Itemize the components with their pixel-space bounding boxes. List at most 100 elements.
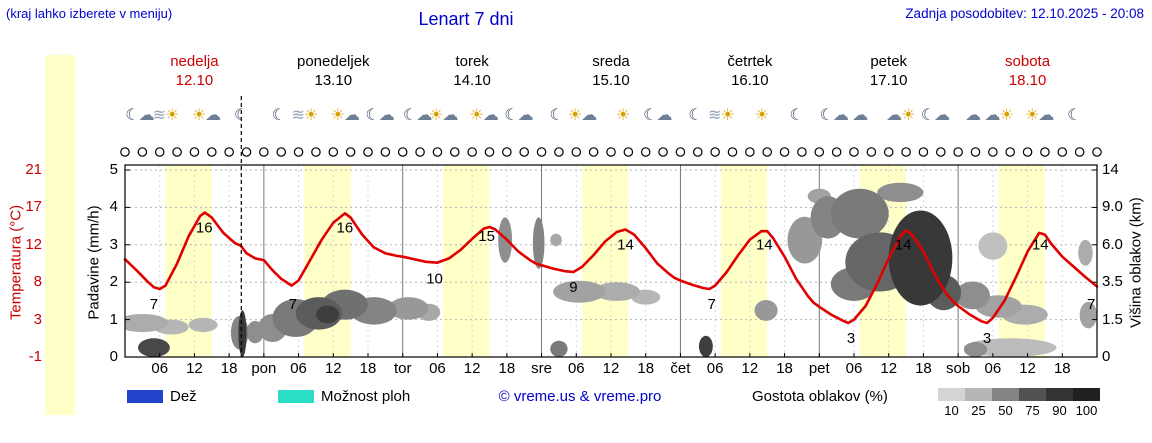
cloud-icon: ☁	[656, 105, 672, 124]
cloud-cover-marker	[328, 147, 339, 157]
cloud-cover-marker	[484, 147, 495, 157]
shower-legend-label: Možnost ploh	[321, 388, 411, 405]
weather-icon: ≋☀	[144, 100, 188, 130]
x-hour-label: 12	[880, 360, 898, 377]
cloud-blob	[238, 310, 247, 357]
cloud-cover-marker	[866, 147, 877, 157]
cloud-icon: ☁	[581, 105, 597, 124]
menu-hint: (kraj lahko izberete v meniju)	[6, 6, 173, 21]
cloud-cover-marker	[1040, 147, 1050, 157]
cloud-cover-marker	[710, 147, 720, 157]
moon-icon: ☾	[819, 105, 834, 124]
rain-legend-label: Dež	[170, 388, 197, 405]
temperature-value-label: 16	[337, 220, 354, 237]
x-hour-label: 18	[637, 360, 655, 377]
temperature-value-label: 14	[895, 237, 912, 254]
day-date: 12.10	[175, 72, 214, 89]
cloud-cover-marker	[970, 147, 981, 157]
day-name: četrtek	[727, 53, 773, 70]
weather-icon: ☾☁	[635, 100, 679, 130]
weather-icon: ☀☁	[560, 100, 604, 130]
weather-icon: ☾☁	[117, 100, 161, 130]
cloud-icon: ☁	[378, 105, 395, 124]
cloud-icon: ☁	[517, 105, 534, 124]
cloud-blob	[754, 299, 778, 321]
cloud-icon: ☁	[442, 105, 458, 124]
weather-icon: ☾☁	[358, 100, 402, 130]
cloud-cover-marker	[1074, 147, 1085, 157]
density-label-100: 100	[1075, 403, 1098, 418]
moon-icon: ☾	[643, 105, 657, 124]
cloud-cover-marker	[745, 147, 755, 157]
x-day-label: sre	[531, 360, 552, 377]
cloud-blob	[532, 217, 545, 269]
x-day-label: pon	[251, 360, 277, 377]
x-hour-label: 18	[220, 360, 238, 377]
moon-icon: ☾	[234, 105, 248, 124]
moon-icon: ☾	[125, 105, 139, 124]
day-name: ponedeljek	[297, 53, 370, 70]
density-label-90: 90	[1052, 403, 1067, 418]
x-hour-label: 12	[1019, 360, 1036, 377]
x-hour-label: 06	[151, 360, 169, 377]
cloud-blob	[888, 210, 953, 306]
day-name: sreda	[592, 53, 630, 70]
density-label-50: 50	[998, 403, 1013, 418]
temperature-tick: 17	[25, 198, 42, 216]
x-hour-label: 12	[324, 360, 342, 377]
sun-icon: ☀	[615, 105, 630, 124]
sun-icon: ☀	[330, 105, 345, 124]
day-date: 17.10	[869, 72, 908, 89]
day-header-sreda: sreda 15.10	[541, 52, 681, 90]
cloud-icon: ☁	[852, 105, 868, 124]
temperature-value-label: 3	[847, 330, 855, 347]
cloud-cover-marker	[658, 147, 668, 157]
x-hour-label: 06	[567, 360, 585, 377]
cloud-cover-marker	[137, 147, 148, 157]
cloud-icon: ☁	[886, 105, 902, 124]
cloud-cover-marker	[1022, 147, 1033, 157]
x-hour-label: 06	[845, 360, 863, 377]
weather-icon: ☾☁	[395, 100, 439, 130]
cloud-cover-marker	[692, 147, 703, 157]
density-swatch-75	[1019, 388, 1046, 401]
temperature-value-label: 14	[756, 237, 773, 254]
moon-icon: ☾	[688, 105, 702, 124]
cloud-cover-marker	[988, 147, 998, 157]
cloud-blob	[1079, 301, 1097, 329]
cloud-cover-marker	[172, 147, 182, 157]
cloud-blob	[593, 282, 640, 301]
temperature-value-label: 7	[1087, 296, 1095, 313]
left-accent-strip	[45, 55, 75, 415]
cloud-blob	[553, 280, 606, 303]
daylight-band	[443, 165, 490, 357]
weather-icon: ☾	[534, 100, 578, 130]
weather-icon: ☾☁	[913, 100, 957, 130]
x-hour-label: 06	[429, 360, 446, 377]
cloud-cover-marker	[519, 147, 530, 157]
cloud-blob	[698, 335, 713, 357]
cloud-blob	[955, 281, 990, 310]
weather-icon: ☾	[774, 100, 818, 130]
density-swatch-25	[965, 388, 992, 401]
day-header-četrtek: četrtek 16.10	[680, 52, 820, 90]
cloud-icon: ☁	[482, 105, 499, 124]
moon-icon: ☾	[271, 105, 286, 124]
daylight-band	[720, 165, 768, 357]
temperature-value-label: 16	[196, 220, 213, 237]
copyright-link[interactable]: © vreme.us & vreme.pro	[498, 388, 662, 405]
cloud-cover-marker	[918, 147, 929, 157]
moon-icon: ☾	[403, 105, 417, 124]
cloud-cover-marker	[345, 147, 356, 157]
x-hour-label: 18	[359, 360, 377, 377]
weather-icon: ☾	[219, 100, 263, 130]
weather-icon: ☀	[739, 100, 783, 130]
temperature-value-label: 9	[569, 279, 577, 296]
sun-icon: ☀	[567, 105, 582, 124]
temperature-value-label: 3	[983, 330, 991, 347]
cloud-blob	[877, 182, 924, 203]
shower-legend-swatch	[278, 390, 314, 403]
day-name: torek	[455, 53, 489, 70]
sun-icon: ☀	[754, 105, 769, 124]
cloud-blob	[978, 232, 1008, 260]
